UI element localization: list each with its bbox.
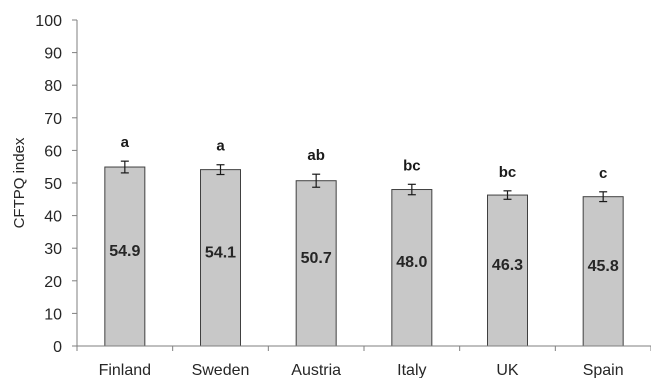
x-tick-label-spain: Spain bbox=[583, 362, 624, 378]
significance-letter: c bbox=[599, 165, 607, 182]
significance-letter: bc bbox=[499, 164, 517, 181]
significance-letter: a bbox=[216, 138, 225, 155]
y-axis-title: CFTPQ index bbox=[11, 137, 28, 228]
significance-letter: a bbox=[121, 134, 130, 151]
x-tick-label-italy: Italy bbox=[397, 362, 426, 378]
y-tick-label: 50 bbox=[44, 176, 62, 193]
x-tick-label-uk: UK bbox=[496, 362, 519, 378]
y-tick-label: 100 bbox=[35, 13, 62, 30]
significance-letter: bc bbox=[403, 157, 421, 174]
significance-letter: ab bbox=[307, 147, 325, 164]
x-tick-label-finland: Finland bbox=[99, 362, 151, 378]
value-label: 46.3 bbox=[492, 257, 523, 274]
x-tick-label-austria: Austria bbox=[291, 362, 341, 378]
bar-spain bbox=[582, 196, 624, 347]
bar-italy bbox=[391, 189, 433, 347]
value-label: 54.9 bbox=[109, 243, 140, 260]
y-tick-label: 60 bbox=[44, 143, 62, 160]
value-label: 45.8 bbox=[588, 258, 619, 275]
y-tick-label: 70 bbox=[44, 111, 62, 128]
y-tick-label: 90 bbox=[44, 46, 62, 63]
x-tick-label-sweden: Sweden bbox=[192, 362, 250, 378]
x-axis-labels: Finland Sweden Austria Italy UK Spain bbox=[99, 362, 624, 378]
y-tick-label: 20 bbox=[44, 274, 62, 291]
y-tick-label: 40 bbox=[44, 209, 62, 226]
y-tick-label: 30 bbox=[44, 241, 62, 258]
bar-sweden bbox=[200, 169, 241, 347]
value-label: 48.0 bbox=[396, 254, 427, 271]
bars: a 54.9 a 54.1 ab 50.7 bc 48.0 bc 46.3 c 45.8 bbox=[104, 134, 624, 347]
y-tick-label: 10 bbox=[44, 306, 62, 323]
y-tick-label: 80 bbox=[44, 78, 62, 95]
bar-uk bbox=[487, 194, 528, 347]
y-axis-ticks: 0 10 20 30 40 50 60 70 80 90 100 bbox=[35, 13, 77, 356]
axes bbox=[76, 20, 651, 351]
bar-finland bbox=[104, 166, 146, 347]
value-label: 54.1 bbox=[205, 244, 236, 261]
bar-austria bbox=[295, 180, 337, 347]
value-label: 50.7 bbox=[301, 250, 332, 267]
y-tick-label: 0 bbox=[53, 339, 62, 356]
